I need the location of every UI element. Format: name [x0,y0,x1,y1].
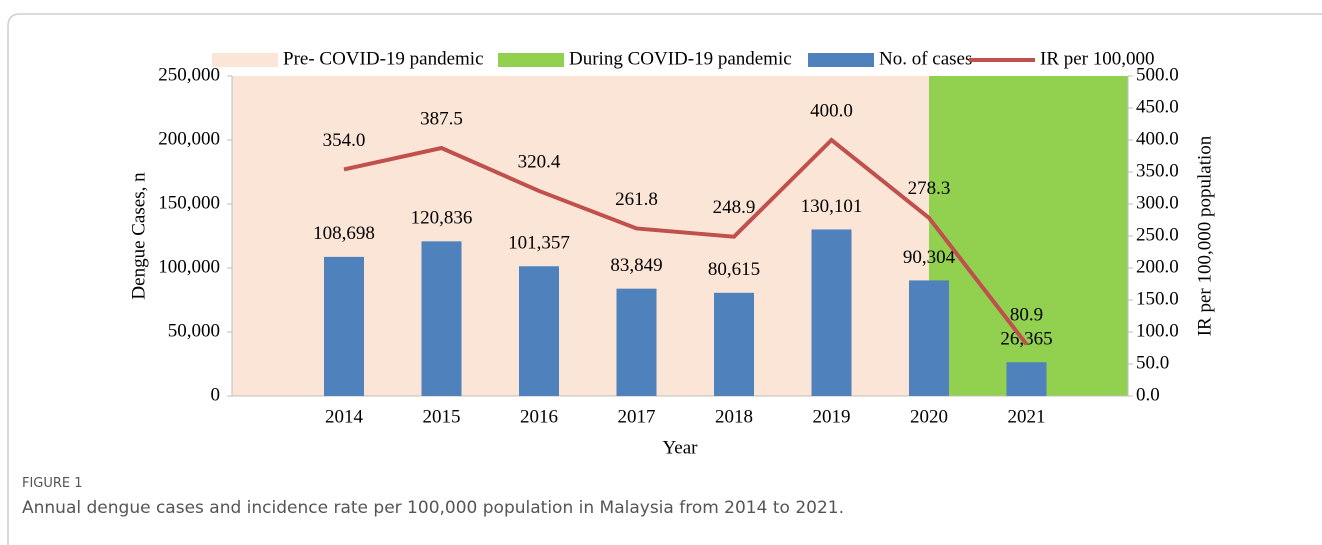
y-tick-label: 50,000 [168,320,220,341]
bar [324,256,364,396]
y2-tick-label: 300.0 [1136,192,1179,213]
bar-value-label: 101,357 [508,233,570,254]
x-tick-label: 2017 [618,406,656,427]
y2-tick-label: 250.0 [1136,224,1179,245]
shaded-region [929,76,1128,396]
bar-value-label: 80,615 [708,259,760,280]
line-value-label: 278.3 [908,178,951,199]
y2-axis-label: IR per 100,000 population [1194,135,1215,336]
bar-value-label: 108,698 [313,223,375,244]
bar [811,229,852,396]
legend-swatch [498,53,564,67]
line-value-label: 400.0 [810,100,853,121]
bar [909,280,949,396]
bar [616,288,657,396]
legend-swatch [808,53,874,67]
y-tick-label: 200,000 [158,128,220,149]
line-value-label: 354.0 [323,130,366,151]
line-value-label: 320.4 [518,151,561,172]
y2-tick-label: 450.0 [1136,96,1179,117]
bar [1006,362,1047,396]
x-tick-label: 2014 [325,406,364,427]
bar [519,266,559,396]
y2-tick-label: 100.0 [1136,320,1179,341]
x-tick-label: 2021 [1008,406,1046,427]
y2-tick-label: 50.0 [1136,352,1169,373]
x-tick-label: 2016 [520,406,558,427]
x-tick-label: 2020 [910,406,948,427]
legend-label: No. of cases [879,48,972,69]
bar-value-label: 26,365 [1000,329,1052,350]
y2-tick-label: 350.0 [1136,160,1179,181]
line [343,137,1029,346]
legend-label: During COVID-19 pandemic [569,48,792,69]
legend-swatch [212,53,278,67]
y2-tick-label: 150.0 [1136,288,1179,309]
y-tick-label: 250,000 [158,64,220,85]
y-tick-label: 150,000 [158,192,220,213]
line-value-label: 387.5 [420,108,463,129]
y-axis-label: Dengue Cases, n [128,172,149,300]
y2-tick-label: 200.0 [1136,256,1179,277]
line-value-label: 261.8 [615,189,658,210]
legend-label: IR per 100,000 [1040,48,1155,69]
x-tick-label: 2019 [813,406,851,427]
y-tick-label: 0 [211,384,221,405]
x-axis-label: Year [662,437,698,458]
figure-label: FIGURE 1 [22,476,83,491]
line-value-label: 80.9 [1010,305,1043,326]
bar-value-label: 130,101 [801,196,863,217]
bar-value-label: 120,836 [411,208,473,229]
x-tick-label: 2018 [715,406,753,427]
x-tick-label: 2015 [423,406,461,427]
y-tick-label: 100,000 [158,256,220,277]
figure-caption: Annual dengue cases and incidence rate p… [22,498,844,518]
legend-label: Pre- COVID-19 pandemic [283,48,484,69]
line-value-label: 248.9 [713,197,756,218]
y2-tick-label: 500.0 [1136,64,1179,85]
bar-value-label: 83,849 [610,255,662,276]
y2-tick-label: 0.0 [1136,384,1160,405]
bar-value-label: 90,304 [903,247,956,268]
frame [7,13,1322,545]
bar [714,292,754,396]
bar [421,241,462,396]
y2-tick-label: 400.0 [1136,128,1179,149]
